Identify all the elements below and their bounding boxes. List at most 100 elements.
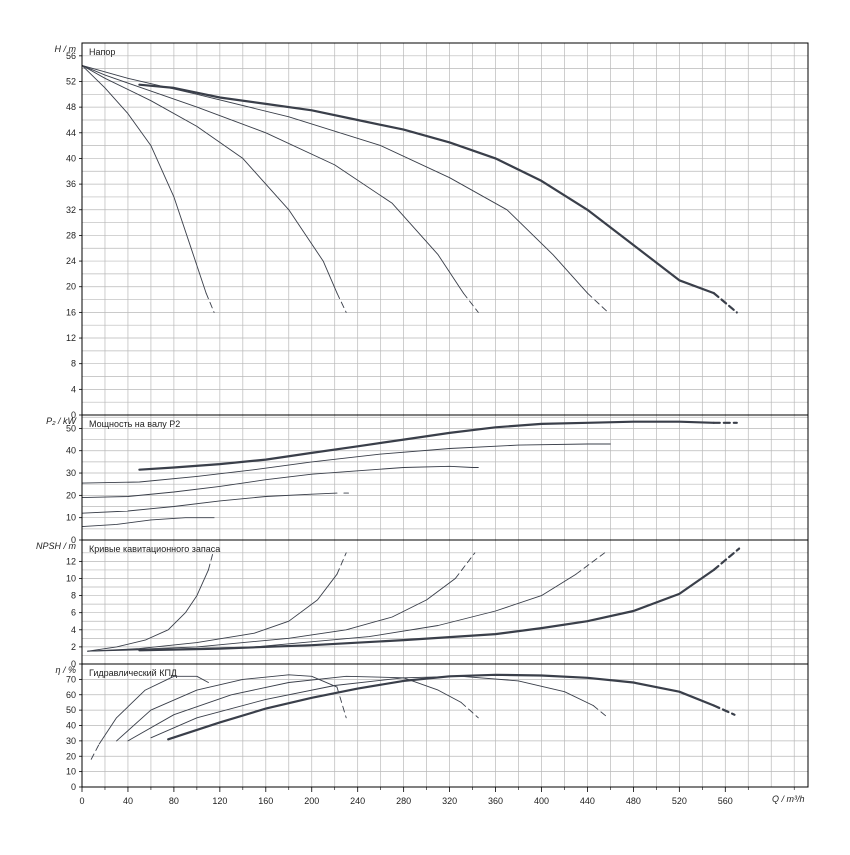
y-tick-label: 20 xyxy=(66,282,76,292)
series-2-line xyxy=(87,573,338,652)
y-tick-label: 10 xyxy=(66,513,76,523)
x-tick-label: 400 xyxy=(534,796,549,806)
series-4-extension xyxy=(586,292,609,313)
panel-title: Кривые кавитационного запаса xyxy=(89,544,220,554)
y-tick-label: 12 xyxy=(66,333,76,343)
y-tick-label: 12 xyxy=(66,556,76,566)
x-axis-label: Q / m³/h xyxy=(772,794,805,804)
y-tick-label: 40 xyxy=(66,721,76,731)
series-4-extension xyxy=(592,705,609,719)
series-2-line xyxy=(116,674,338,742)
series-3-extension xyxy=(454,552,476,579)
y-axis-label: H / m xyxy=(55,44,77,54)
x-tick-label: 80 xyxy=(169,796,179,806)
x-tick-label: 160 xyxy=(258,796,273,806)
series-1-line xyxy=(98,675,209,745)
series-5-extension xyxy=(712,292,738,314)
y-axis-label: NPSH / m xyxy=(36,541,77,551)
y-tick-label: 4 xyxy=(71,625,76,635)
y-tick-label: 0 xyxy=(71,659,76,669)
y-tick-label: 70 xyxy=(66,674,76,684)
series-2-line xyxy=(81,64,338,294)
y-tick-label: 40 xyxy=(66,153,76,163)
series-3-line xyxy=(81,465,474,499)
y-tick-label: 24 xyxy=(66,256,76,266)
series-1-line xyxy=(87,569,209,652)
y-tick-label: 56 xyxy=(66,51,76,61)
y-tick-label: 0 xyxy=(71,535,76,545)
y-tick-label: 40 xyxy=(66,446,76,456)
series-3-line xyxy=(81,64,464,294)
panel-frame xyxy=(81,663,809,788)
y-tick-label: 2 xyxy=(71,642,76,652)
y-tick-label: 28 xyxy=(66,230,76,240)
y-tick-label: 44 xyxy=(66,128,76,138)
series-2-extension xyxy=(336,292,347,313)
y-tick-label: 0 xyxy=(71,782,76,792)
series-5-extension xyxy=(712,547,741,571)
y-tick-label: 32 xyxy=(66,205,76,215)
panel-4: 0 10 20 30 40 50 60 70η / % Гидравлический КПД xyxy=(55,663,809,792)
x-tick-label: 560 xyxy=(718,796,733,806)
y-tick-label: 50 xyxy=(66,423,76,433)
series-5-line xyxy=(167,673,715,741)
x-tick-label: 520 xyxy=(672,796,687,806)
y-tick-label: 20 xyxy=(66,751,76,761)
x-tick-label: 440 xyxy=(580,796,595,806)
y-tick-label: 8 xyxy=(71,591,76,601)
y-tick-label: 16 xyxy=(66,307,76,317)
x-tick-label: 240 xyxy=(350,796,365,806)
panel-3: 0 2 4 6 8 10 12 NPSH / m Кривые кавитационного з… xyxy=(36,539,809,669)
x-tick-label: 480 xyxy=(626,796,641,806)
y-tick-label: 52 xyxy=(66,76,76,86)
series-1-extension xyxy=(205,292,215,313)
y-axis-label: η / % xyxy=(55,665,76,675)
x-tick-label: 0 xyxy=(79,796,84,806)
series-1-line xyxy=(81,64,207,294)
y-tick-label: 60 xyxy=(66,690,76,700)
x-tick-label: 280 xyxy=(396,796,411,806)
series-4-line xyxy=(150,675,594,739)
y-tick-label: 10 xyxy=(66,573,76,583)
series-2-extension xyxy=(336,552,347,575)
y-tick-label: 30 xyxy=(66,468,76,478)
series-3-extension xyxy=(462,292,479,313)
series-4-line xyxy=(81,64,588,294)
y-tick-label: 0 xyxy=(71,410,76,420)
series-5-line xyxy=(138,568,715,652)
panel-frame xyxy=(81,539,809,665)
series-5-line xyxy=(138,420,715,471)
panel-title: Мощность на валу P2 xyxy=(89,419,180,429)
series-5-extension xyxy=(712,704,736,716)
series-1-extension xyxy=(207,552,214,571)
series-4-line xyxy=(81,443,609,484)
x-tick-label: 360 xyxy=(488,796,503,806)
series-4-extension xyxy=(575,552,606,575)
series-5-line xyxy=(138,83,715,295)
series-3-line xyxy=(87,578,456,652)
series-1-line xyxy=(81,517,215,528)
series-2-line xyxy=(81,492,338,514)
series-1-extension xyxy=(90,743,100,760)
x-tick-label: 200 xyxy=(304,796,319,806)
y-tick-label: 50 xyxy=(66,705,76,715)
y-tick-label: 30 xyxy=(66,736,76,746)
y-tick-label: 4 xyxy=(71,384,76,394)
y-tick-label: 10 xyxy=(66,767,76,777)
x-tick-label: 40 xyxy=(123,796,133,806)
panel-frame xyxy=(81,42,809,416)
y-tick-label: 36 xyxy=(66,179,76,189)
y-tick-label: 20 xyxy=(66,490,76,500)
y-tick-label: 48 xyxy=(66,102,76,112)
x-tick-label: 320 xyxy=(442,796,457,806)
y-tick-label: 8 xyxy=(71,359,76,369)
panel-title: Напор xyxy=(89,47,115,57)
panel-title: Гидравлический КПД xyxy=(89,668,177,678)
series-3-line xyxy=(127,675,462,742)
x-tick-label: 120 xyxy=(212,796,227,806)
y-axis-label: P₂ / kW xyxy=(46,416,77,426)
